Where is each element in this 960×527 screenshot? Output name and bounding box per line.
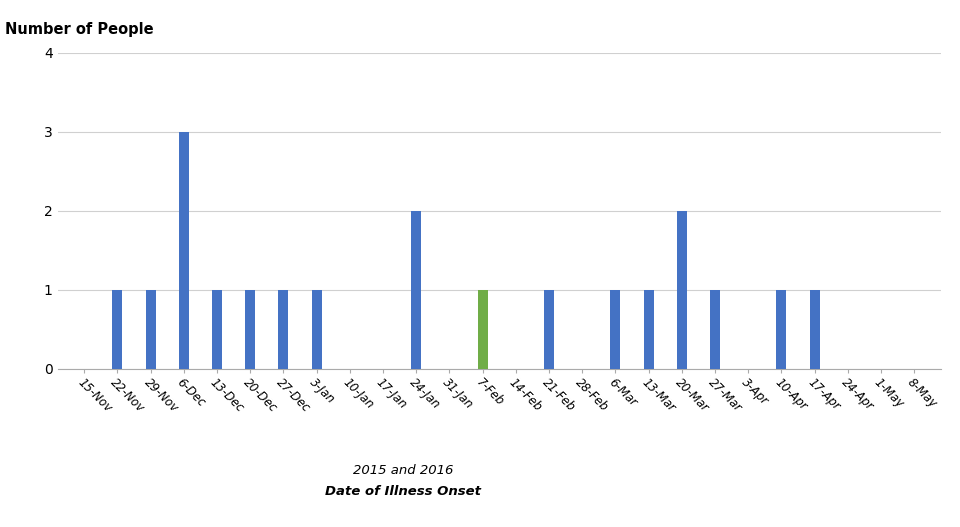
Bar bbox=[212, 290, 222, 369]
Bar bbox=[611, 290, 620, 369]
Bar bbox=[777, 290, 786, 369]
Bar bbox=[146, 290, 156, 369]
Bar bbox=[809, 290, 820, 369]
Bar bbox=[278, 290, 288, 369]
Bar bbox=[478, 290, 488, 369]
Text: Number of People: Number of People bbox=[5, 22, 154, 37]
Bar bbox=[710, 290, 720, 369]
Text: Date of Illness Onset: Date of Illness Onset bbox=[325, 485, 481, 499]
Bar bbox=[112, 290, 122, 369]
Bar bbox=[411, 211, 421, 369]
Bar bbox=[677, 211, 686, 369]
Bar bbox=[245, 290, 255, 369]
Bar bbox=[179, 132, 189, 369]
Text: 2015 and 2016: 2015 and 2016 bbox=[353, 464, 453, 477]
Legend: S. Muenchen, S. Kentucky: S. Muenchen, S. Kentucky bbox=[233, 525, 466, 527]
Bar bbox=[643, 290, 654, 369]
Bar bbox=[312, 290, 322, 369]
Bar bbox=[544, 290, 554, 369]
